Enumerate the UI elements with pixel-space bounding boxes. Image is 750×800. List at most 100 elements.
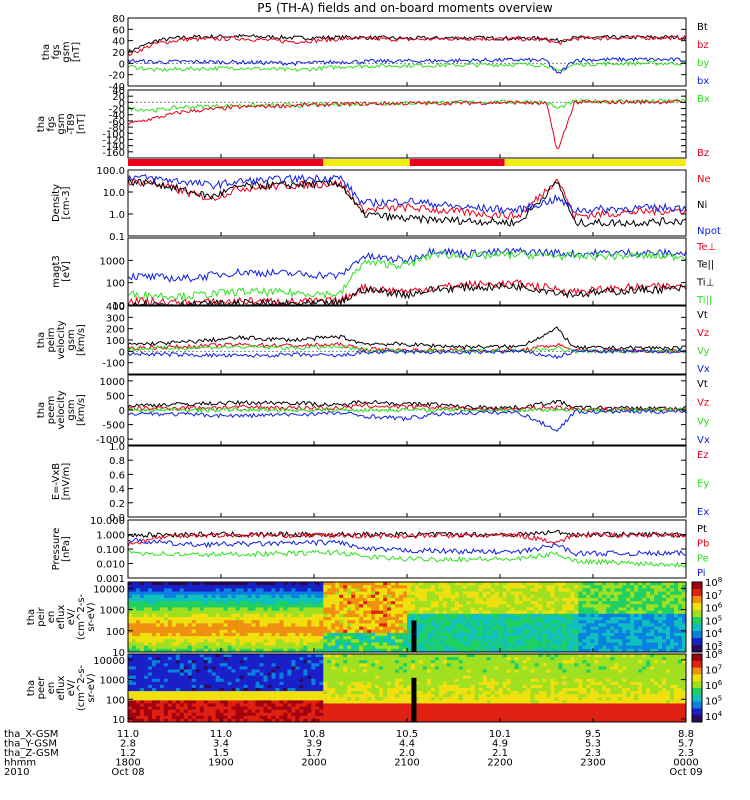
- spectrogram-cell: [395, 632, 400, 637]
- spectrogram-cell: [128, 626, 133, 631]
- spectrogram-cell: [239, 604, 245, 608]
- spectrogram-cell: [235, 645, 241, 650]
- spectrogram-cell: [235, 636, 241, 640]
- spectrogram-cell: [128, 709, 133, 714]
- spectrogram-cell: [550, 626, 555, 631]
- spectrogram-cell: [319, 703, 324, 708]
- spectrogram-cell: [379, 703, 384, 708]
- spectrogram-cell: [454, 620, 460, 624]
- spectrogram-cell: [399, 663, 404, 667]
- spectrogram-cell: [367, 681, 372, 686]
- spectrogram-cell: [215, 610, 221, 615]
- spectrogram-cell: [247, 681, 253, 686]
- spectrogram-cell: [255, 604, 261, 608]
- spectrogram-cell: [558, 594, 563, 599]
- spectrogram-cell: [383, 703, 388, 708]
- spectrogram-cell: [267, 626, 272, 631]
- spectrogram-cell: [335, 694, 340, 698]
- spectrogram-cell: [187, 684, 193, 689]
- spectrogram-cell: [494, 636, 500, 640]
- spectrogram-cell: [630, 648, 635, 653]
- spectrogram-cell: [566, 585, 571, 589]
- spectrogram-cell: [391, 672, 396, 677]
- spectrogram-cell: [151, 594, 157, 599]
- spectrogram-cell: [187, 582, 193, 586]
- spectrogram-cell: [494, 639, 500, 643]
- spectrogram-cell: [131, 706, 137, 711]
- spectrogram-cell: [590, 597, 595, 602]
- spectrogram-cell: [642, 642, 647, 647]
- spectrogram-cell: [395, 654, 400, 658]
- spectrogram-cell: [211, 645, 217, 650]
- spectrogram-cell: [458, 613, 464, 618]
- spectrogram-cell: [255, 601, 261, 605]
- y-tick-label: 0: [119, 98, 125, 109]
- spectrogram-cell: [666, 604, 671, 608]
- spectrogram-cell: [391, 591, 396, 596]
- spectrogram-cell: [215, 607, 221, 612]
- spectrogram-cell: [622, 623, 627, 628]
- spectrogram-cell: [239, 688, 245, 692]
- spectrogram-cell: [219, 684, 225, 689]
- spectrogram-cell: [251, 675, 257, 680]
- spectrogram-cell: [128, 594, 133, 599]
- spectrogram-cell: [323, 601, 328, 605]
- spectrogram-cell: [223, 613, 229, 618]
- spectrogram-cell: [239, 585, 245, 589]
- spectrogram-cell: [295, 709, 300, 714]
- spectrogram-cell: [574, 617, 579, 621]
- spectrogram-cell: [538, 594, 544, 599]
- spectrogram-cell: [299, 684, 304, 689]
- spectrogram-cell: [227, 657, 233, 661]
- spectrogram-cell: [343, 601, 348, 605]
- series-line-bx: [127, 56, 687, 75]
- spectrogram-cell: [474, 623, 480, 628]
- spectrogram-cell: [291, 681, 296, 686]
- spectrogram-cell: [251, 617, 257, 621]
- spectrogram-cell: [327, 688, 332, 692]
- spectrogram-cell: [279, 712, 284, 717]
- spectrogram-cell: [351, 663, 356, 667]
- spectrogram-cell: [606, 639, 611, 643]
- spectrogram-cell: [259, 623, 265, 628]
- spectrogram-cell: [283, 620, 288, 624]
- spectrogram-cell: [598, 623, 603, 628]
- spectrogram-cell: [610, 582, 615, 586]
- spectrogram-cell: [155, 582, 161, 586]
- spectrogram-cell: [211, 617, 217, 621]
- spectrogram-cell: [426, 597, 432, 602]
- spectrogram-cell: [403, 620, 408, 624]
- spectrogram-cell: [363, 582, 368, 586]
- spectrogram-cell: [187, 591, 193, 596]
- spectrogram-cell: [331, 712, 336, 717]
- spectrogram-cell: [610, 610, 615, 615]
- spectrogram-cell: [678, 648, 683, 653]
- spectrogram-cell: [602, 594, 607, 599]
- spectrogram-cell: [359, 715, 364, 720]
- spectrogram-cell: [355, 591, 360, 596]
- spectrogram-cell: [562, 626, 567, 631]
- spectrogram-cell: [367, 688, 372, 692]
- spectrogram-cell: [678, 601, 683, 605]
- spectrogram-cell: [650, 629, 655, 634]
- legend-label-Ti⊥: Ti⊥: [696, 277, 714, 288]
- spectrogram-cell: [407, 663, 412, 667]
- spectrogram-cell: [363, 632, 368, 637]
- spectrogram-cell: [383, 620, 388, 624]
- spectrogram-cell: [323, 588, 328, 593]
- spectrogram-cell: [375, 672, 380, 677]
- spectrogram-cell: [570, 610, 575, 615]
- spectrogram-cell: [327, 694, 332, 698]
- spectrogram-cell: [247, 684, 253, 689]
- spectrogram-cell: [367, 582, 372, 586]
- spectrogram-cell: [446, 601, 452, 605]
- spectrogram-cell: [606, 588, 611, 593]
- spectrogram-cell: [203, 691, 209, 695]
- spectrogram-cell: [311, 645, 316, 650]
- spectrogram-cell: [191, 666, 197, 670]
- spectrogram-cell: [239, 607, 245, 612]
- spectrogram-cell: [311, 703, 316, 708]
- spectrogram-cell: [299, 585, 304, 589]
- spectrogram-cell: [175, 681, 181, 686]
- spectrogram-cell: [638, 632, 643, 637]
